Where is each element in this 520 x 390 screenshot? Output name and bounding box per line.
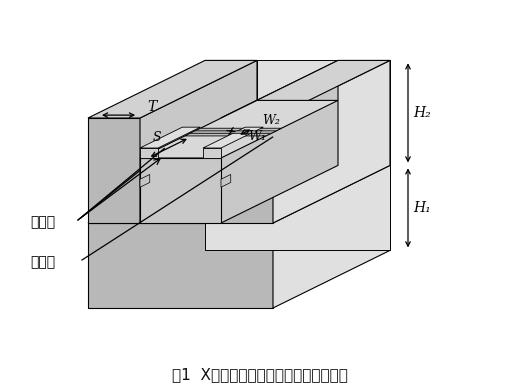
Text: T: T (148, 100, 157, 114)
Polygon shape (88, 60, 257, 118)
Polygon shape (221, 60, 338, 223)
Polygon shape (247, 122, 257, 135)
Polygon shape (190, 131, 276, 133)
Text: 信号线: 信号线 (30, 255, 55, 269)
Text: S: S (152, 131, 161, 144)
Polygon shape (88, 223, 273, 308)
Polygon shape (273, 165, 390, 308)
Polygon shape (221, 118, 273, 223)
Polygon shape (140, 158, 221, 223)
Polygon shape (257, 100, 338, 165)
Polygon shape (140, 127, 200, 148)
Polygon shape (273, 60, 390, 223)
Text: H₁: H₁ (413, 201, 431, 215)
Polygon shape (221, 60, 390, 118)
Text: 图1  X波段功率器件外壳端口的仿真模型: 图1 X波段功率器件外壳端口的仿真模型 (172, 367, 348, 383)
Polygon shape (338, 60, 390, 165)
Polygon shape (221, 174, 231, 187)
Polygon shape (140, 174, 150, 187)
Polygon shape (205, 60, 257, 165)
Polygon shape (185, 128, 281, 136)
Polygon shape (140, 100, 338, 158)
Polygon shape (205, 165, 390, 250)
Polygon shape (140, 60, 257, 223)
Text: H₂: H₂ (413, 106, 431, 120)
Polygon shape (140, 148, 158, 158)
Text: W₂: W₂ (262, 114, 280, 127)
Polygon shape (257, 60, 338, 100)
Polygon shape (203, 127, 263, 148)
Text: 参考地: 参考地 (30, 215, 55, 229)
Text: W₁: W₁ (249, 130, 267, 144)
Polygon shape (88, 118, 140, 223)
Polygon shape (203, 148, 221, 158)
Polygon shape (88, 165, 390, 223)
